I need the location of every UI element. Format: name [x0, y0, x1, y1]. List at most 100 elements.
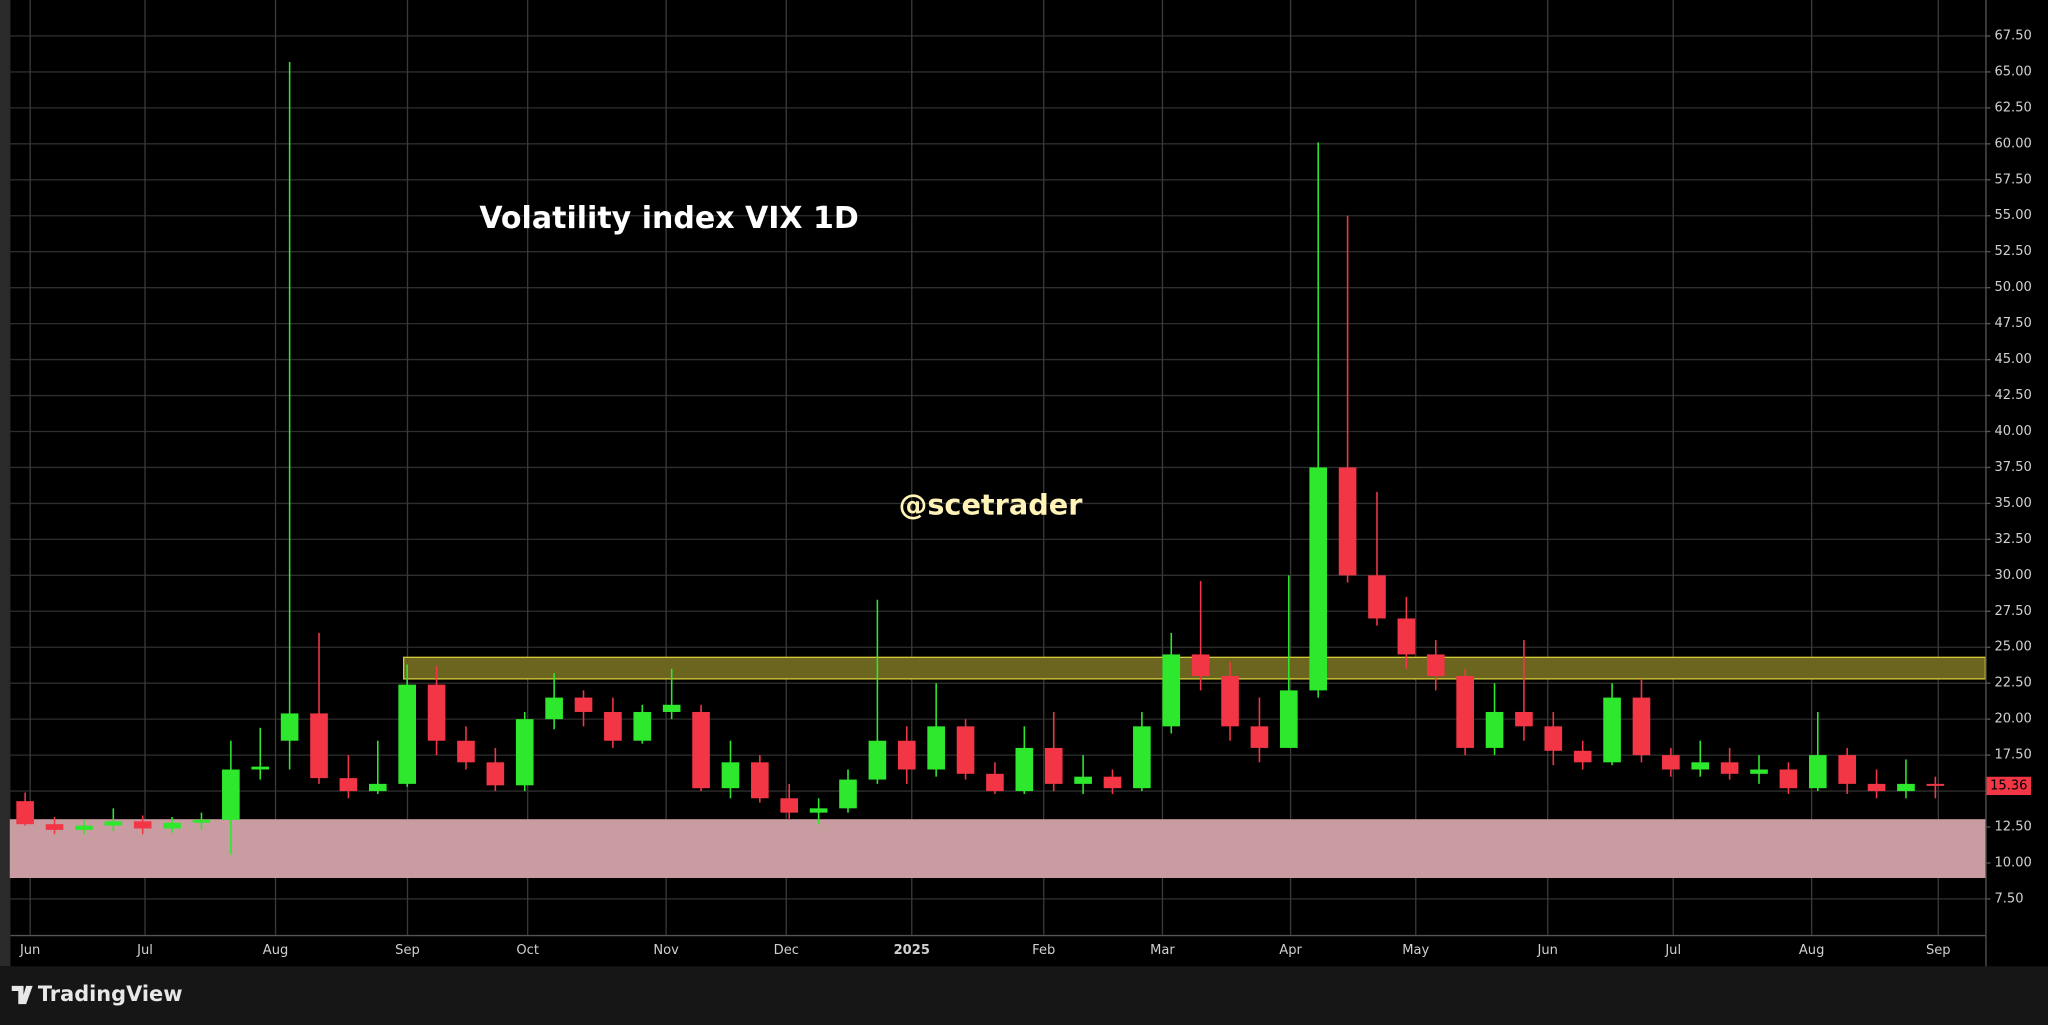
y-tick-label: 62.50: [1994, 100, 2031, 115]
x-tick-label: Jul: [136, 943, 153, 958]
y-tick-label: 35.00: [1994, 496, 2031, 511]
candle-body: [604, 711, 622, 741]
candle-body: [1838, 755, 1856, 784]
candle-body: [1280, 690, 1298, 748]
candle-body: [721, 762, 740, 789]
y-tick-label: 40.00: [1994, 424, 2031, 439]
candle-body: [1750, 769, 1768, 774]
candle-body: [398, 684, 416, 784]
y-tick-label: 50.00: [1994, 280, 2031, 295]
candle-body: [839, 779, 857, 809]
candle-body: [751, 762, 769, 799]
chart-title: Volatility index VIX 1D: [479, 201, 858, 236]
y-tick-label: 60.00: [1994, 136, 2031, 151]
candle-body: [133, 821, 152, 829]
y-tick-label: 67.50: [1994, 28, 2031, 43]
candles: [16, 61, 1945, 855]
candle-body: [1544, 726, 1563, 751]
y-tick-label: 20.00: [1994, 712, 2031, 727]
x-tick-label: Jun: [1537, 943, 1558, 958]
left-edge: [0, 0, 11, 967]
y-tick-label: 27.50: [1994, 604, 2031, 619]
candle-body: [1867, 783, 1886, 792]
candle-body: [1456, 676, 1474, 748]
x-tick-label: Oct: [516, 943, 539, 958]
candle-body: [897, 740, 916, 770]
candle-body: [1603, 697, 1621, 763]
candle-body: [1632, 697, 1651, 756]
x-tick-label: 2025: [894, 943, 930, 958]
x-tick-label: Feb: [1032, 943, 1055, 958]
candle-body: [1015, 747, 1034, 792]
candle-body: [1926, 783, 1945, 786]
candle-body: [1250, 726, 1269, 748]
candle-body: [1133, 726, 1151, 789]
brand-logo: TradingView: [11, 982, 183, 1006]
x-tick-label: Apr: [1279, 943, 1302, 958]
candle-body: [1221, 676, 1239, 727]
brand-icon: [11, 985, 33, 1005]
candle-body: [1309, 467, 1328, 691]
candle-body: [574, 697, 593, 712]
candle-body: [1515, 711, 1533, 727]
candle-body: [1662, 755, 1680, 770]
watermark: @scetrader: [899, 488, 1084, 522]
x-tick-label: Jun: [19, 943, 40, 958]
y-tick-label: 52.50: [1994, 244, 2031, 259]
candle-body: [780, 798, 799, 813]
last-price-box: [1986, 776, 2032, 796]
candle-body: [251, 766, 270, 770]
candle-body: [545, 697, 563, 720]
candle-body: [16, 801, 34, 825]
candle-body: [1044, 747, 1063, 784]
candle-body: [662, 704, 681, 712]
zone: [9, 819, 1986, 879]
candle-body: [1720, 762, 1739, 774]
candle-body: [222, 769, 240, 820]
candle-body: [1338, 467, 1357, 576]
candle-body: [1103, 776, 1122, 789]
y-tick-label: 65.00: [1994, 64, 2031, 79]
x-tick-label: May: [1402, 943, 1429, 958]
candle-body: [1897, 783, 1915, 792]
y-tick-label: 45.00: [1994, 352, 2031, 367]
candle-body: [368, 783, 387, 792]
candle-body: [427, 684, 446, 741]
x-tick-label: Nov: [653, 943, 679, 958]
candle-body: [692, 711, 710, 789]
last-price-label: 15.36: [1990, 778, 2027, 793]
x-tick-label: Jul: [1664, 943, 1681, 958]
y-tick-label: 42.50: [1994, 388, 2031, 403]
x-tick-label: Sep: [1926, 943, 1951, 958]
candle-body: [633, 711, 652, 741]
candle-body: [1074, 776, 1092, 784]
candle-body: [956, 726, 975, 774]
y-tick-label: 25.00: [1994, 640, 2031, 655]
candle-body: [104, 821, 123, 826]
y-tick-label: 17.50: [1994, 748, 2031, 763]
footer: [0, 966, 2048, 1025]
candle-body: [927, 726, 945, 770]
candle-body: [1485, 711, 1504, 748]
x-tick-label: Mar: [1150, 943, 1175, 958]
candle-body: [45, 824, 64, 830]
y-tick-label: 30.00: [1994, 568, 2031, 583]
y-tick-label: 57.50: [1994, 172, 2031, 187]
candle-body: [457, 740, 475, 763]
candle-body: [1573, 750, 1592, 763]
candle-body: [310, 713, 328, 779]
candle-body: [515, 719, 534, 786]
axes: 7.5010.0012.5015.0017.5020.0022.5025.002…: [19, 28, 2032, 958]
y-tick-label: 12.50: [1994, 820, 2031, 835]
candle-body: [1397, 618, 1416, 655]
y-tick-label: 32.50: [1994, 532, 2031, 547]
y-tick-label: 22.50: [1994, 676, 2031, 691]
candle-body: [1162, 654, 1181, 727]
y-tick-label: 10.00: [1994, 855, 2031, 870]
candle-body: [1691, 762, 1710, 770]
candle-body: [280, 713, 299, 741]
candle-body: [868, 740, 887, 780]
y-tick-label: 55.00: [1994, 208, 2031, 223]
y-tick-label: 37.50: [1994, 460, 2031, 475]
